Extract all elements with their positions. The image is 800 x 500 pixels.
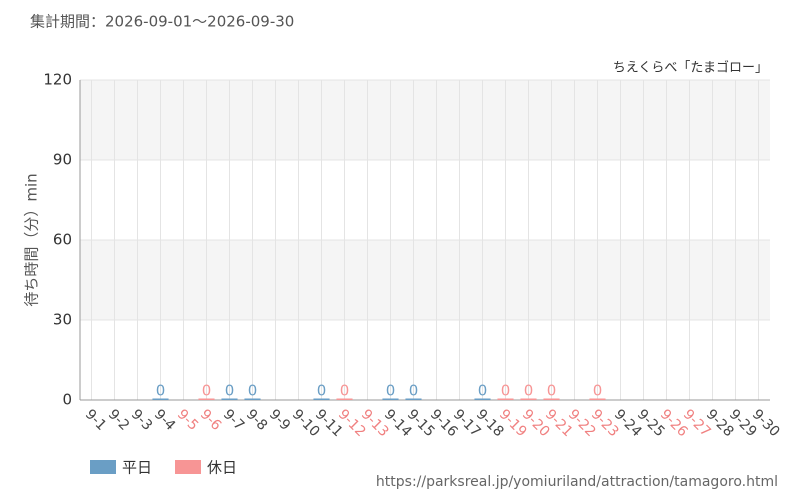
x-tick-label: 9-4 — [151, 406, 179, 434]
bar — [313, 398, 330, 400]
y-tick-label: 30 — [53, 311, 72, 329]
legend-label: 平日 — [122, 459, 152, 477]
bar — [336, 398, 353, 400]
bar — [520, 398, 537, 400]
bar — [589, 398, 606, 400]
y-tick-label: 120 — [43, 71, 72, 89]
value-label: 0 — [478, 382, 488, 400]
bar — [497, 398, 514, 400]
value-label: 0 — [409, 382, 419, 400]
value-label: 0 — [547, 382, 557, 400]
bar — [405, 398, 422, 400]
x-tick-label: 9-2 — [105, 406, 132, 433]
value-label: 0 — [340, 382, 350, 400]
legend-swatch — [90, 460, 116, 474]
value-label: 0 — [156, 382, 166, 400]
legend-swatch — [175, 460, 201, 474]
chart-title: 集計期間：2026-09-01～2026-09-30 — [30, 13, 294, 31]
value-label: 0 — [386, 382, 396, 400]
bar — [152, 398, 169, 400]
legend-label: 休日 — [207, 459, 237, 477]
x-tick-label: 9-8 — [243, 406, 270, 433]
x-tick-label: 9-9 — [266, 406, 293, 433]
bar — [221, 398, 238, 400]
bar — [244, 398, 261, 400]
y-tick-label: 0 — [62, 391, 72, 409]
chart-subtitle: ちえくらべ「たまゴロー」 — [613, 60, 768, 76]
value-label: 0 — [593, 382, 603, 400]
x-tick-label: 9-6 — [197, 406, 225, 434]
x-tick-label: 9-7 — [220, 406, 247, 433]
value-label: 0 — [202, 382, 212, 400]
value-label: 0 — [524, 382, 534, 400]
y-tick-label: 60 — [53, 231, 72, 249]
bar — [198, 398, 215, 400]
value-label: 0 — [248, 382, 258, 400]
y-axis-label: 待ち時間（分）min — [23, 173, 41, 306]
source-url: https://parksreal.jp/yomiuriland/attract… — [376, 474, 778, 490]
grid-band — [80, 80, 770, 160]
x-tick-label: 9-5 — [174, 406, 201, 433]
bar — [543, 398, 560, 400]
value-label: 0 — [225, 382, 235, 400]
value-label: 0 — [317, 382, 327, 400]
bar — [474, 398, 491, 400]
x-tick-label: 9-1 — [82, 406, 109, 433]
y-tick-label: 90 — [53, 151, 72, 169]
bar — [382, 398, 399, 400]
value-label: 0 — [501, 382, 511, 400]
grid-band — [80, 240, 770, 320]
x-tick-label: 9-3 — [128, 406, 155, 433]
